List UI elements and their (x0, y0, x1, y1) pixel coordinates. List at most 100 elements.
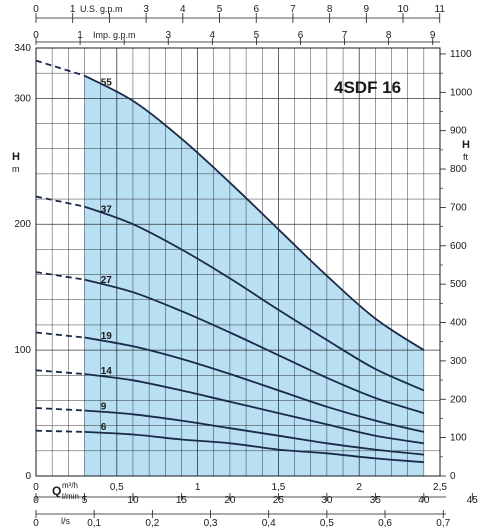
axes-layer: 0100200300340010020030040050060070080090… (14, 4, 478, 529)
bottom-ls-tick-label: 0,2 (145, 518, 159, 529)
left-tick-label: 300 (14, 93, 31, 104)
bottom-lmin-tick-label: 30 (321, 495, 333, 506)
right-tick-label: 900 (450, 126, 467, 137)
bottom-m3h-tick-label: 2 (356, 482, 362, 493)
series-6-line (84, 431, 424, 464)
series-label: 6 (101, 422, 107, 433)
series-37-line (84, 205, 425, 392)
right-tick-label: 300 (450, 356, 467, 367)
bottom-lmin-tick-label: 25 (273, 495, 285, 506)
bottom-lmin-tick-label: 0 (33, 495, 39, 506)
top-usgpm-tick-label: 8 (327, 4, 333, 15)
right-tick-label: 500 (450, 279, 467, 290)
top-impgpm-tick-label: 7 (342, 30, 348, 41)
right-axis-unit: ft (463, 152, 469, 162)
top-impgpm-tick-label: 8 (386, 30, 392, 41)
right-tick-label: 0 (450, 471, 456, 482)
bottom-axis-ls-unit: l/s (61, 516, 71, 526)
top-impgpm-tick-label: 0 (33, 30, 39, 41)
bottom-lmin-tick-label: 15 (176, 495, 188, 506)
series-layer: 55 37 27 19 14 9 6 (35, 59, 425, 464)
bottom-m3h-tick-label: 2,5 (433, 482, 447, 493)
bottom-ls-tick-label: 0,5 (320, 518, 334, 529)
top-impgpm-tick-label: 3 (165, 30, 171, 41)
top-usgpm-tick-label: 10 (397, 4, 409, 15)
bottom-lmin-tick-label: 10 (127, 495, 139, 506)
bottom-lmin-tick-label: 35 (370, 495, 382, 506)
bottom-lmin-tick-label: 45 (467, 495, 479, 506)
bottom-ls-tick-label: 0,7 (436, 518, 450, 529)
operating-area (84, 75, 424, 476)
right-tick-label: 700 (450, 202, 467, 213)
grid-layer (35, 47, 441, 477)
bottom-lmin-tick-label: 20 (224, 495, 236, 506)
right-tick-label: 400 (450, 318, 467, 329)
series-55: 55 (35, 59, 425, 351)
series-label: 9 (101, 401, 107, 412)
left-tick-label: 0 (25, 471, 31, 482)
series-37-dashed-line (35, 195, 85, 208)
series-27-line (84, 278, 425, 414)
right-tick-label: 200 (450, 394, 467, 405)
right-tick-label: 100 (450, 433, 467, 444)
series-9: 9 (35, 401, 424, 456)
left-axis-unit: m (12, 164, 20, 174)
operating-area-layer (84, 75, 424, 476)
series-9-dashed-line (35, 407, 85, 412)
bottom-ls-tick-label: 0,3 (204, 518, 218, 529)
top-impgpm-tick-label: 1 (77, 30, 83, 41)
series-37: 37 (35, 195, 425, 392)
right-axis-title: H (462, 139, 470, 151)
right-tick-label: 1000 (450, 87, 473, 98)
series-19-dashed-line (35, 331, 85, 339)
bottom-m3h-tick-label: 0,5 (110, 482, 124, 493)
top-usgpm-tick-label: 6 (253, 4, 259, 15)
series-6-dashed-line (35, 429, 85, 433)
bottom-ls-tick-label: 0,1 (87, 518, 101, 529)
left-axis-title: H (12, 151, 20, 163)
chart-title: 4SDF 16 (334, 78, 401, 97)
top-usgpm-tick-label: 5 (217, 4, 223, 15)
top-impgpm-tick-label: 5 (254, 30, 260, 41)
top-usgpm-tick-label: 7 (290, 4, 296, 15)
series-label: 19 (101, 331, 113, 342)
series-9-line (84, 409, 424, 456)
bottom-ls-tick-label: 0,4 (262, 518, 276, 529)
plot-frame (35, 47, 441, 477)
series-label: 37 (101, 204, 113, 215)
series-55-line (84, 74, 425, 351)
right-tick-label: 1100 (450, 49, 472, 60)
series-14-line (84, 373, 424, 445)
top-usgpm-tick-label: 4 (180, 4, 186, 15)
series-label: 14 (101, 366, 113, 377)
top-usgpm-tick-label: 1 (70, 4, 76, 15)
bottom-m3h-tick-label: 0 (33, 482, 39, 493)
bottom-lmin-tick-label: 5 (82, 495, 88, 506)
bottom-axis-m3h-unit: m³/h (62, 481, 78, 490)
series-label: 55 (101, 77, 113, 88)
bottom-m3h-tick-label: 1 (195, 482, 201, 493)
series-27: 27 (35, 271, 425, 414)
left-tick-label: 100 (14, 345, 31, 356)
bottom-ls-tick-label: 0 (33, 518, 39, 529)
bottom-axis-symbol: Q (52, 484, 61, 498)
top-usgpm-tick-label: 3 (143, 4, 149, 15)
left-tick-label: 340 (14, 43, 31, 54)
series-6: 6 (35, 422, 424, 464)
top-axis-impgpm-unit: Imp. g.p.m (93, 30, 136, 40)
series-14: 14 (35, 366, 424, 445)
top-usgpm-tick-label: 0 (33, 4, 39, 15)
right-tick-label: 800 (450, 164, 467, 175)
top-impgpm-tick-label: 4 (210, 30, 216, 41)
bottom-axis-lmin-unit: l/min (62, 492, 79, 501)
top-impgpm-tick-label: 9 (430, 30, 436, 41)
series-19-line (84, 336, 424, 433)
right-tick-label: 600 (450, 241, 467, 252)
left-tick-label: 200 (14, 219, 31, 230)
series-27-dashed-line (35, 271, 85, 281)
top-impgpm-tick-label: 6 (298, 30, 304, 41)
series-label: 27 (101, 275, 113, 286)
series-14-dashed-line (35, 369, 85, 375)
series-55-dashed-line (35, 59, 85, 77)
